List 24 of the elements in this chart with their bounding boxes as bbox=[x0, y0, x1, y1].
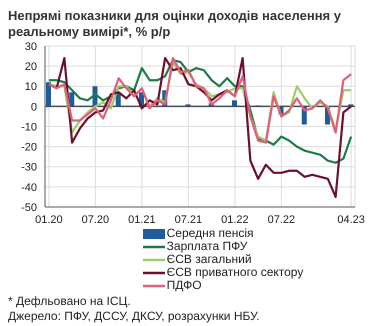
y-tick-label: -30 bbox=[21, 162, 37, 174]
x-tick-label: 07.20 bbox=[82, 214, 110, 226]
legend-label: ЄСВ приватного сектору bbox=[166, 265, 304, 279]
y-tick-label: -50 bbox=[21, 202, 37, 214]
x-tick-label: 07.22 bbox=[268, 214, 296, 226]
legend-label: Середня пенсія bbox=[166, 226, 254, 240]
x-tick-label: 01.20 bbox=[35, 214, 63, 226]
y-tick-label: 20 bbox=[24, 61, 37, 74]
legend-label: ПДФО bbox=[166, 278, 202, 292]
y-tick-label: 10 bbox=[24, 81, 37, 94]
text: Джерело: ПФУ, ДССУ, ДКСУ, розрахунки НБУ. bbox=[8, 309, 260, 324]
text: * Дефльовано на ІСЦ. bbox=[8, 294, 132, 309]
x-tick-label: 01.22 bbox=[221, 214, 249, 226]
y-tick-label: -20 bbox=[21, 142, 37, 154]
legend-label: ЄСВ загальний bbox=[166, 252, 252, 266]
chart-title: Непрямі показники для оцінки доходів населення у реальному вимірі*, % р/р bbox=[8, 8, 342, 41]
y-tick-label: -40 bbox=[21, 182, 37, 194]
y-tick-label: -10 bbox=[21, 121, 37, 134]
y-tick-label: 30 bbox=[24, 40, 37, 53]
y-tick-label: 0 bbox=[30, 101, 37, 114]
x-tick-label: 07.21 bbox=[174, 214, 202, 226]
legend-label: Зарплата ПФУ bbox=[166, 239, 248, 253]
x-tick-label: 04.23 bbox=[337, 214, 365, 226]
x-tick-label: 01.21 bbox=[128, 214, 156, 226]
